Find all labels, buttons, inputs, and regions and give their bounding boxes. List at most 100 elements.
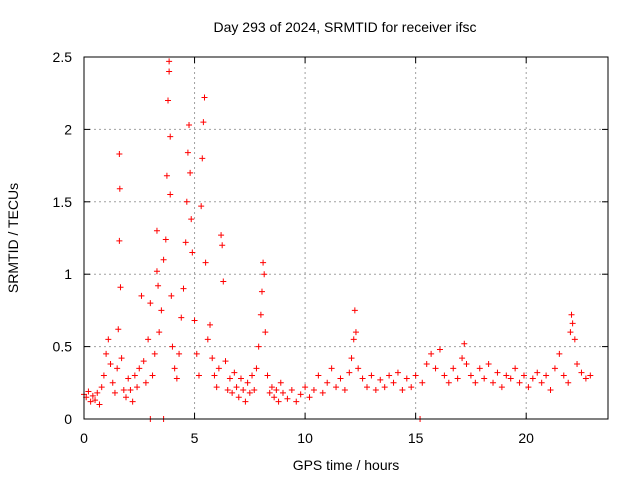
data-point xyxy=(352,329,359,336)
data-point xyxy=(125,375,132,382)
data-point xyxy=(271,394,278,401)
data-point xyxy=(140,358,147,365)
data-point xyxy=(155,282,162,289)
data-point xyxy=(461,340,468,347)
data-point xyxy=(100,372,107,379)
data-point xyxy=(445,379,452,386)
data-point xyxy=(199,155,206,162)
data-point xyxy=(390,379,397,386)
data-point xyxy=(183,198,190,205)
data-point xyxy=(218,232,225,239)
data-point xyxy=(134,384,141,391)
data-point xyxy=(467,372,474,379)
data-point xyxy=(160,256,167,263)
data-point xyxy=(350,336,357,343)
data-point xyxy=(235,394,242,401)
data-point xyxy=(516,379,523,386)
data-point xyxy=(116,151,123,158)
data-point xyxy=(237,375,244,382)
data-point xyxy=(472,379,479,386)
data-point xyxy=(341,387,348,394)
data-point xyxy=(538,379,545,386)
data-point xyxy=(191,317,198,324)
data-point xyxy=(117,284,124,291)
data-point xyxy=(131,372,138,379)
data-point xyxy=(297,391,304,398)
data-point xyxy=(556,350,563,357)
data-point xyxy=(169,343,176,350)
data-point xyxy=(103,350,110,357)
data-point xyxy=(127,387,134,394)
data-point xyxy=(87,398,94,405)
data-point xyxy=(136,365,143,372)
data-point xyxy=(582,375,589,382)
x-tick-label: 0 xyxy=(80,430,88,446)
data-point xyxy=(432,365,439,372)
data-point xyxy=(158,307,165,314)
data-point xyxy=(266,389,273,396)
data-point xyxy=(94,389,101,396)
data-point xyxy=(111,389,118,396)
data-point xyxy=(138,292,145,299)
data-point xyxy=(173,375,180,382)
data-point xyxy=(560,372,567,379)
data-point xyxy=(153,268,160,275)
data-point xyxy=(490,379,497,386)
data-point xyxy=(494,369,501,376)
data-point xyxy=(277,379,284,386)
data-point xyxy=(262,329,269,336)
data-point xyxy=(98,384,105,391)
data-point xyxy=(315,372,322,379)
data-point xyxy=(116,237,123,244)
data-point xyxy=(319,389,326,396)
data-point xyxy=(215,365,222,372)
data-points xyxy=(81,58,594,422)
data-point xyxy=(178,314,185,321)
data-point xyxy=(244,379,251,386)
data-point xyxy=(441,372,448,379)
data-point xyxy=(346,369,353,376)
data-point xyxy=(114,365,121,372)
data-point xyxy=(167,191,174,198)
data-point xyxy=(180,285,187,292)
data-point xyxy=(403,375,410,382)
data-point xyxy=(162,236,169,243)
data-point xyxy=(337,375,344,382)
data-point xyxy=(394,369,401,376)
data-point xyxy=(129,398,136,405)
data-point xyxy=(306,394,313,401)
data-point xyxy=(226,375,233,382)
data-point xyxy=(571,336,578,343)
data-point xyxy=(459,355,466,362)
axis-ticks: 0 5 10 15 20 0 0.5 1 1.5 2 2.5 xyxy=(53,49,608,446)
y-tick-label: 2 xyxy=(64,121,72,137)
data-point xyxy=(279,389,286,396)
data-point xyxy=(229,389,236,396)
data-point xyxy=(202,259,209,266)
data-point xyxy=(351,307,358,314)
data-point xyxy=(268,384,275,391)
data-point xyxy=(547,387,554,394)
data-point xyxy=(167,133,174,140)
data-point xyxy=(171,365,178,372)
data-point xyxy=(324,379,331,386)
data-point xyxy=(359,375,366,382)
data-point xyxy=(200,119,207,126)
data-point xyxy=(578,369,585,376)
data-point xyxy=(463,360,470,367)
data-point xyxy=(275,398,282,405)
data-point xyxy=(240,387,247,394)
data-point xyxy=(85,388,92,395)
data-point xyxy=(381,384,388,391)
data-point xyxy=(193,350,200,357)
data-point xyxy=(261,271,268,278)
data-point xyxy=(198,203,205,210)
data-point xyxy=(408,384,415,391)
data-point xyxy=(310,387,317,394)
data-point xyxy=(348,355,355,362)
data-point xyxy=(264,372,271,379)
data-point xyxy=(166,68,173,75)
data-point xyxy=(258,288,265,295)
